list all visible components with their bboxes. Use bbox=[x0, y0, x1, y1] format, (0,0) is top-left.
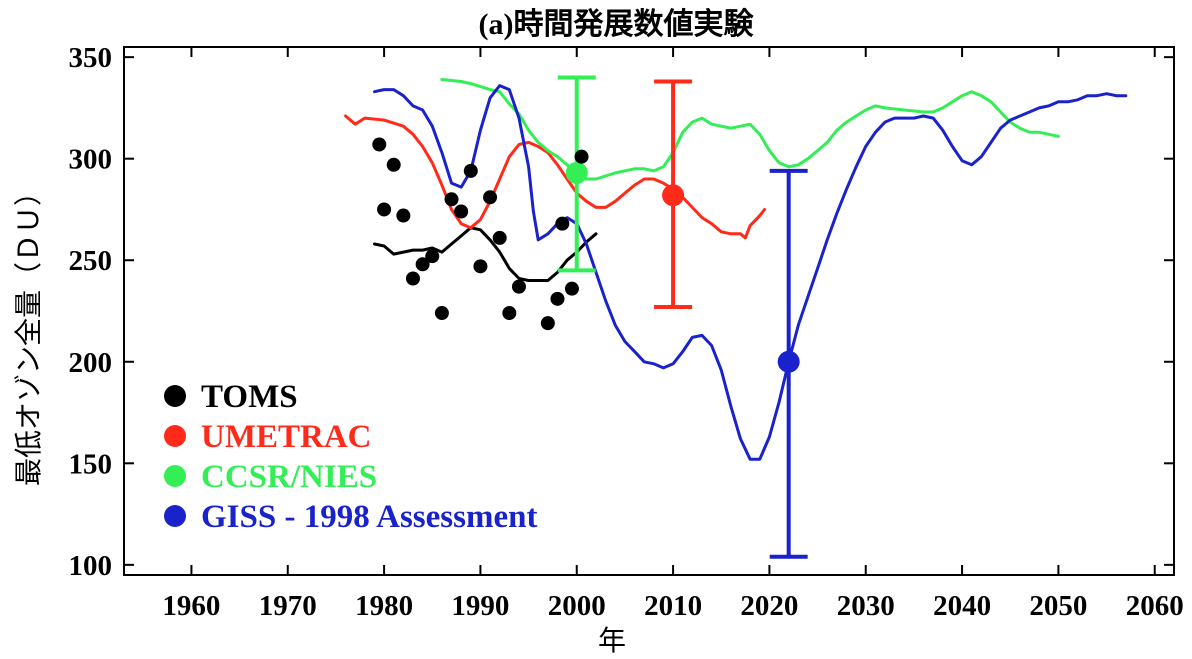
toms-point bbox=[434, 306, 449, 321]
y-tick-label: 250 bbox=[69, 245, 113, 277]
legend-marker bbox=[164, 425, 186, 447]
series-layer bbox=[344, 78, 1128, 461]
legend-marker bbox=[164, 465, 186, 487]
mean-point-ccsr-nies bbox=[565, 161, 588, 184]
y-tick-label: 200 bbox=[69, 347, 113, 379]
x-tick-label: 2010 bbox=[644, 590, 702, 622]
toms-point bbox=[425, 249, 440, 264]
toms-point bbox=[396, 208, 411, 223]
toms-point bbox=[483, 190, 498, 205]
x-tick-label: 2040 bbox=[933, 590, 991, 622]
toms-point bbox=[574, 149, 589, 164]
x-axis-label: 年 bbox=[598, 624, 626, 657]
toms-point bbox=[386, 157, 401, 172]
y-tick-label: 350 bbox=[69, 42, 113, 74]
series-line-toms bbox=[373, 226, 598, 282]
x-tick-label: 1980 bbox=[355, 590, 413, 622]
toms-point bbox=[454, 204, 469, 219]
legend-label: CCSR/NIES bbox=[201, 459, 377, 495]
x-tick-label: 1990 bbox=[451, 590, 509, 622]
y-axis-label: 最低オゾン全量（ＤＵ） bbox=[12, 178, 45, 486]
toms-point bbox=[550, 291, 565, 306]
toms-point bbox=[444, 192, 459, 207]
toms-point bbox=[511, 279, 526, 294]
toms-point bbox=[540, 316, 555, 331]
y-tick-label: 150 bbox=[69, 448, 113, 480]
toms-point bbox=[405, 271, 420, 286]
error-bar-layer bbox=[557, 75, 808, 559]
y-tick-label: 300 bbox=[69, 144, 113, 176]
series-line-umetrac bbox=[344, 114, 767, 240]
legend-label: TOMS bbox=[201, 379, 298, 415]
toms-point bbox=[555, 216, 570, 231]
series-line-ccsr-nies bbox=[440, 78, 1060, 181]
toms-point bbox=[463, 163, 478, 178]
series-line-giss-1998-assessment bbox=[373, 84, 1128, 461]
legend-marker bbox=[164, 505, 186, 527]
x-tick-label: 2000 bbox=[548, 590, 606, 622]
toms-point bbox=[564, 281, 579, 296]
toms-points bbox=[372, 137, 589, 331]
x-tick-label: 2060 bbox=[1126, 590, 1184, 622]
plot-frame bbox=[123, 46, 1175, 576]
x-tick-label: 1970 bbox=[259, 590, 317, 622]
toms-point bbox=[377, 202, 392, 217]
x-tick-label: 1960 bbox=[162, 590, 220, 622]
y-tick-label: 100 bbox=[69, 550, 113, 582]
mean-point-giss-1998-assessment bbox=[777, 350, 800, 373]
legend-marker bbox=[164, 385, 186, 407]
toms-point bbox=[502, 306, 517, 321]
legend: TOMS UMETRAC CCSR/NIES GISS - 1998 Assessme… bbox=[164, 379, 537, 535]
chart-title: (a)時間発展数値実験 bbox=[479, 8, 755, 41]
toms-point bbox=[473, 259, 488, 274]
toms-point bbox=[372, 137, 387, 152]
x-tick-label: 2020 bbox=[740, 590, 798, 622]
legend-label: UMETRAC bbox=[201, 419, 372, 455]
mean-point-umetrac bbox=[662, 184, 685, 207]
y-axis-ticks: 100 150 200 250 300 350 bbox=[69, 42, 1174, 582]
x-tick-label: 2050 bbox=[1029, 590, 1087, 622]
toms-point bbox=[415, 257, 430, 272]
x-tick-label: 2030 bbox=[837, 590, 895, 622]
x-axis-ticks: 1960 1970 1980 1990 2000 2010 2020 2030 2040 2050… bbox=[162, 47, 1184, 622]
toms-point bbox=[492, 230, 507, 245]
legend-label: GISS - 1998 Assessment bbox=[201, 499, 537, 535]
